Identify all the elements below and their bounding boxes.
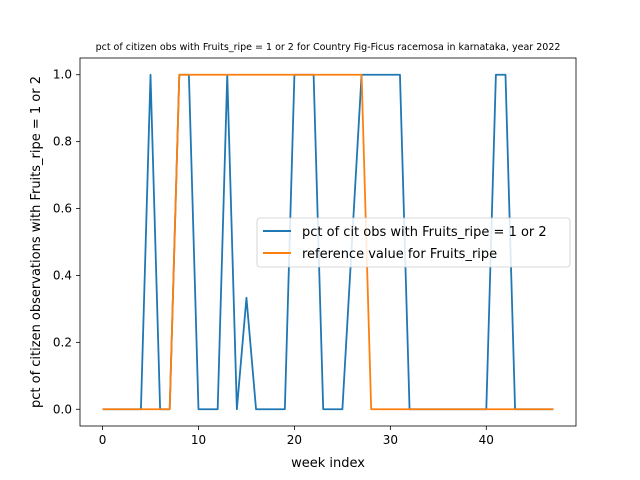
chart-title: pct of citizen obs with Fruits_ripe = 1 …	[96, 42, 561, 53]
legend: pct of cit obs with Fruits_ripe = 1 or 2…	[256, 217, 571, 268]
y-tick-label: 0.6	[53, 202, 72, 216]
legend-label-series-2: reference value for Fruits_ripe	[302, 247, 497, 262]
legend-box	[256, 217, 571, 268]
y-tick-label: 0.2	[53, 335, 72, 349]
x-axis-label: week index	[291, 456, 365, 471]
plot-frame	[79, 57, 577, 427]
y-axis-label: pct of citizen observations with Fruits_…	[29, 76, 44, 408]
y-tick-label: 0.4	[53, 268, 72, 282]
x-tick-label: 40	[479, 433, 494, 447]
y-tick-label: 0.0	[53, 402, 72, 416]
legend-label-series-1: pct of cit obs with Fruits_ripe = 1 or 2	[302, 225, 547, 240]
x-tick-label: 30	[383, 433, 398, 447]
ticks-layer: 0 10 20 30 40 0.0 0.2 0.4 0.6 0.8 1.0	[53, 68, 494, 447]
x-tick-label: 0	[99, 433, 107, 447]
y-tick-label: 1.0	[53, 68, 72, 82]
x-tick-label: 20	[287, 433, 302, 447]
series-layer	[102, 73, 554, 411]
series-line-2	[102, 73, 554, 411]
x-tick-label: 10	[191, 433, 206, 447]
y-tick-label: 0.8	[53, 135, 72, 149]
